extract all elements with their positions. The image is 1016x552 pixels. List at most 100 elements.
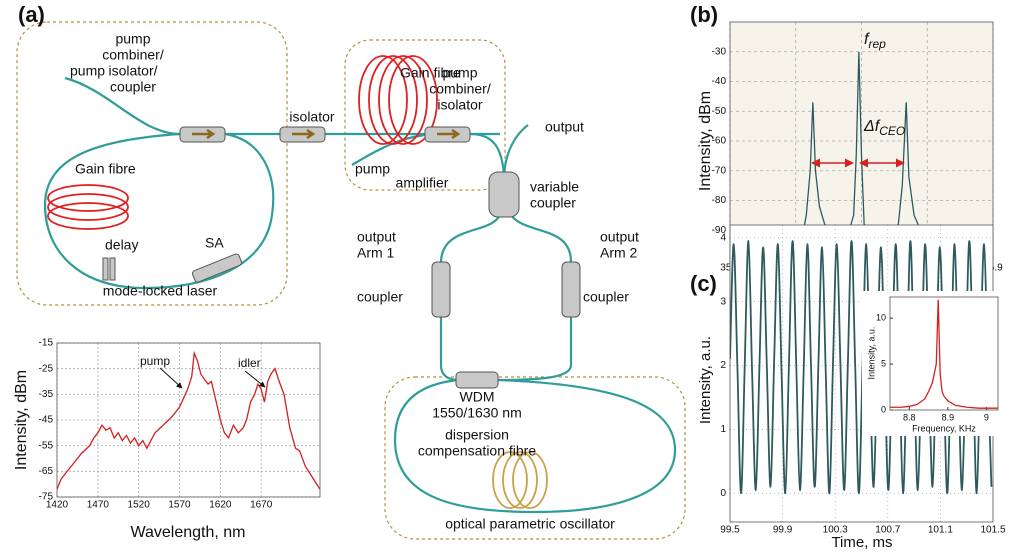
y-tick-label: 0: [720, 488, 726, 499]
x-tick-label: 100.3: [823, 525, 848, 536]
variable-coupler: [488, 171, 520, 218]
diagram-label: coupler: [530, 195, 576, 211]
diagram-label: combiner/: [429, 81, 491, 97]
amplifier-box: [344, 39, 506, 191]
gain-coil: [358, 55, 408, 145]
y-tick-label: -15: [39, 338, 54, 349]
fibre-ring: [43, 132, 275, 290]
diagram-label: SA: [205, 235, 224, 251]
x-tick-label: 100.7: [875, 525, 900, 536]
annotation: pump: [140, 354, 170, 368]
y-tick-label: -75: [39, 492, 54, 503]
annotation-symbol: f: [864, 31, 870, 48]
diagram-label: pump: [442, 65, 477, 81]
diagram-label: compensation fibre: [418, 443, 537, 459]
laser-box: [16, 21, 288, 306]
y-tick-label: 0: [881, 404, 886, 414]
diagram-label: isolator/: [108, 63, 157, 79]
dcf-coil: [492, 451, 528, 509]
panel-label: (a): [18, 2, 45, 27]
y-tick-label: -80: [712, 195, 727, 206]
annotation: frep: [864, 31, 886, 51]
y-tick-label: -30: [712, 46, 727, 57]
y-tick-label: -55: [39, 440, 54, 451]
x-tick-label: 101.1: [928, 525, 953, 536]
saturable-absorber: [191, 253, 243, 283]
delay: [102, 257, 109, 281]
gain-coil: [388, 55, 438, 145]
diagram-label: combiner/: [102, 47, 164, 63]
y-tick-label: 3: [720, 296, 726, 307]
x-tick-label: 1620: [209, 500, 232, 511]
diagram-label: dispersion: [445, 427, 509, 443]
x-axis-title: Wavelength, nm: [130, 524, 245, 541]
x-tick-label: 8.9: [942, 412, 955, 422]
fibre: [351, 133, 426, 166]
y-tick-label: 2: [720, 360, 726, 371]
diagram-label: optical parametric oscillator: [445, 516, 615, 532]
y-tick-label: -60: [712, 136, 727, 147]
diagram-label: output: [545, 119, 584, 135]
diagram-label: output: [357, 229, 396, 245]
fibre: [469, 124, 529, 176]
y-axis-title: Intensity, a.u.: [866, 327, 876, 380]
plot-frame: [56, 342, 321, 498]
diagram: [16, 21, 686, 540]
annotation: ΔfCEO: [863, 118, 905, 138]
dcf-coil: [512, 451, 548, 509]
diagram-label: coupler: [357, 289, 403, 305]
diagram-label: Gain fibre: [400, 65, 461, 81]
annotation-symbol: Δf: [863, 118, 881, 135]
x-tick-label: 101.5: [980, 525, 1005, 536]
diagram-label: pump: [355, 161, 390, 177]
annotation-arrow: [244, 370, 266, 388]
annotation-arrow: [159, 367, 183, 389]
y-tick-label: -70: [712, 165, 727, 176]
x-tick-label: 1520: [128, 500, 151, 511]
annotation-subscript: CEO: [879, 124, 905, 138]
fibre-ring: [393, 378, 677, 514]
gain-coil: [47, 202, 129, 230]
plot-area: [57, 343, 320, 497]
y-tick-label: 10: [876, 313, 886, 323]
x-tick-label: 8.8: [903, 412, 916, 422]
direction-arrow: [437, 128, 461, 140]
wdm: [455, 371, 499, 389]
y-axis-title: Intensity, dBm: [13, 370, 30, 470]
x-tick-label: 1470: [87, 500, 110, 511]
diagram-label: Arm 1: [357, 245, 395, 261]
y-tick-label: 1: [720, 424, 726, 435]
gain-coil: [47, 193, 129, 221]
data-line: [57, 350, 320, 490]
coupler: [431, 261, 451, 318]
y-axis-title: Intensity, a.u.: [697, 336, 714, 424]
fibre-arms: [439, 214, 573, 382]
gain-coil: [368, 55, 418, 145]
diagram-label: delay: [105, 237, 138, 253]
plot-frame: [889, 296, 999, 411]
diagram-label: coupler: [583, 289, 629, 305]
annotation: idler: [238, 356, 261, 370]
diagram-label: pump: [115, 31, 150, 47]
diagram-label: Gain fibre: [75, 161, 136, 177]
diagram-label: 1550/1630 nm: [432, 405, 522, 421]
x-tick-label: 99.9: [773, 525, 793, 536]
x-tick-label: 9: [984, 412, 989, 422]
data-line: [890, 299, 998, 409]
data-line: [730, 240, 993, 495]
x-axis-title: Time, ms: [831, 534, 892, 551]
diagram-label: isolator: [289, 109, 334, 125]
x-tick-label: 1570: [168, 500, 191, 511]
panel-label: (c): [690, 271, 717, 296]
dcf-coil: [502, 451, 538, 509]
direction-arrow: [292, 128, 316, 140]
gain-coil: [47, 184, 129, 212]
y-tick-label: -25: [39, 363, 54, 374]
diagram-label: output: [600, 229, 639, 245]
x-tick-label: 1420: [46, 500, 69, 511]
y-tick-label: -50: [712, 106, 727, 117]
plot-area: [890, 297, 998, 410]
diagram-label: amplifier: [396, 175, 449, 191]
gain-coil: [378, 55, 428, 145]
